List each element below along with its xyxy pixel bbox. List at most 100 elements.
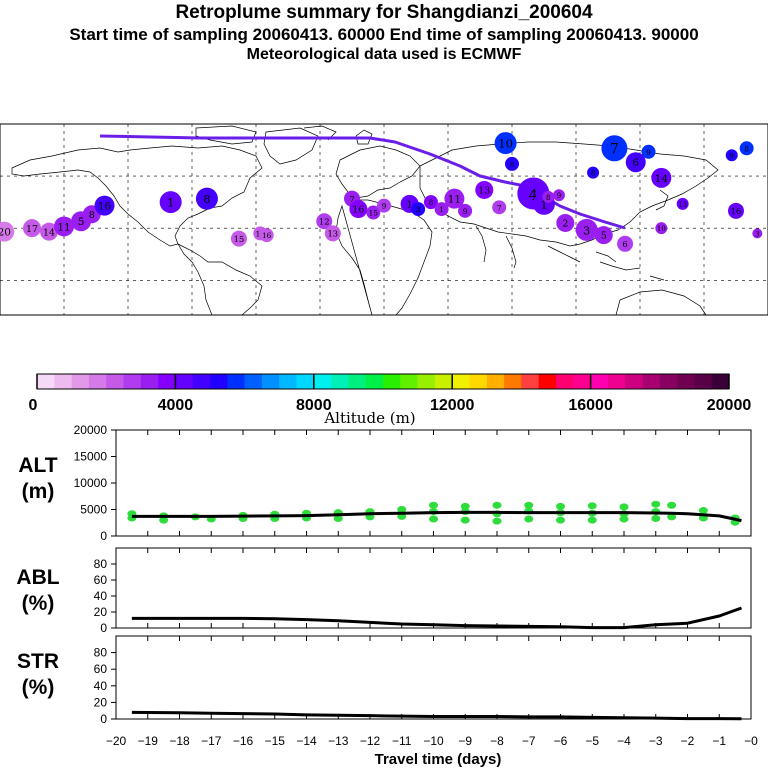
plume-marker xyxy=(411,202,426,217)
plume-marker xyxy=(739,141,754,156)
plume-marker-label: 11 xyxy=(448,194,461,206)
colorbar-swatch xyxy=(175,374,193,389)
y-tick-label: 80 xyxy=(94,646,108,660)
plume-marker xyxy=(625,152,646,173)
altitude-sample-point xyxy=(429,515,438,523)
x-tick-label: −13 xyxy=(328,734,349,748)
plume-marker-label: 6 xyxy=(632,157,639,169)
colorbar-swatch xyxy=(400,374,418,389)
world-map: 2017141158161815171612137161591381119137… xyxy=(0,123,768,316)
panel-ylabel: ALT xyxy=(18,454,57,477)
panel-0: 20000 15000 10000 5000 0 ALT (m) xyxy=(18,423,752,543)
colorbar-swatch xyxy=(158,374,176,389)
plume-marker-label: 7 xyxy=(497,203,502,212)
colorbar-swatch xyxy=(573,374,591,389)
colorbar-swatch xyxy=(54,374,72,389)
colorbar-swatch xyxy=(556,374,574,389)
colorbar-tick-label: 4000 xyxy=(158,397,194,414)
plume-marker-label: 1 xyxy=(407,199,413,210)
plume-marker-label: 15 xyxy=(234,234,245,244)
altitude-sample-point xyxy=(619,515,629,523)
plume-marker-label: 16 xyxy=(352,205,364,216)
altitude-sample-point xyxy=(492,501,502,509)
colorbar-tick-label: 8000 xyxy=(296,397,332,414)
series-line xyxy=(131,606,742,630)
panel-frame xyxy=(115,547,752,629)
colorbar-swatch xyxy=(71,374,90,389)
plume-marker xyxy=(492,200,507,215)
x-tick-label: −17 xyxy=(201,734,222,748)
colorbar-swatch xyxy=(296,374,315,389)
y-tick-label: 60 xyxy=(94,662,108,676)
plume-marker-label: 16 xyxy=(98,201,112,213)
plume-marker-label: 9 xyxy=(646,148,651,157)
colorbar-swatch xyxy=(279,374,297,389)
y-tick-label: 10000 xyxy=(74,476,108,490)
plume-marker xyxy=(651,167,672,188)
colorbar-swatch xyxy=(123,374,142,389)
plume-marker-label: 8 xyxy=(744,144,749,153)
colorbar-swatch xyxy=(642,374,661,389)
plume-marker xyxy=(259,228,274,243)
x-tick-label: −15 xyxy=(265,734,286,748)
colorbar-swatch xyxy=(677,374,695,389)
y-tick-label: 80 xyxy=(94,557,108,571)
plume-marker-label: 2 xyxy=(562,219,568,230)
plume-marker xyxy=(434,202,449,217)
plume-marker xyxy=(0,221,15,242)
plume-marker xyxy=(366,205,381,220)
plume-marker-label: 13 xyxy=(678,201,687,209)
colorbar-swatch xyxy=(192,374,211,389)
plume-marker xyxy=(676,197,689,210)
y-tick-label: 0 xyxy=(100,529,107,543)
x-tick-label: −9 xyxy=(458,734,472,748)
plume-marker-label: 7 xyxy=(610,142,619,158)
colorbar-swatch xyxy=(227,374,245,389)
altitude-sample-point xyxy=(524,515,534,523)
plume-marker-label: 14 xyxy=(655,173,669,185)
colorbar-tick-label: 20000 xyxy=(707,397,752,414)
plume-marker xyxy=(377,198,391,213)
plume-marker xyxy=(159,191,182,214)
plume-marker xyxy=(54,216,74,237)
altitude-colorbar: 0 4000 8000 12000 16000 20000 Altitude (m) xyxy=(29,373,752,427)
x-tick-label: −18 xyxy=(169,734,190,748)
altitude-sample-point xyxy=(397,506,407,513)
x-tick-label: −4 xyxy=(617,734,631,748)
plume-marker-label: 5 xyxy=(601,231,607,242)
colorbar-swatch xyxy=(452,374,470,389)
colorbar-swatch xyxy=(590,374,609,389)
met-data-subtitle: Meteorological data used is ECMWF xyxy=(246,46,522,63)
colorbar-swatch xyxy=(538,374,557,389)
chart-title: Retroplume summary for Shangdianzi_20060… xyxy=(175,2,593,23)
series-line xyxy=(131,510,742,523)
plume-marker xyxy=(324,225,341,242)
plume-marker xyxy=(230,230,247,247)
y-tick-label: 5000 xyxy=(80,503,107,517)
x-tick-label: −3 xyxy=(649,734,663,748)
colorbar-tick-label: 12000 xyxy=(430,397,475,414)
plume-marker xyxy=(94,195,115,216)
plume-marker xyxy=(601,135,628,162)
plume-marker xyxy=(349,200,368,219)
plume-marker-label: 1 xyxy=(540,197,547,211)
plume-marker xyxy=(556,213,575,232)
plume-marker-label: 10 xyxy=(498,137,513,151)
plume-marker-label: 15 xyxy=(369,209,379,218)
x-tick-label: −16 xyxy=(233,734,254,748)
plume-marker xyxy=(423,195,438,210)
altitude-sample-point xyxy=(619,503,629,511)
y-tick-label: 60 xyxy=(94,573,108,587)
panel-ylabel: (m) xyxy=(22,480,55,503)
x-tick-label: −19 xyxy=(138,734,159,748)
plume-marker-label: 9 xyxy=(729,152,733,160)
plume-marker-label: 7 xyxy=(349,194,354,204)
y-tick-label: 15000 xyxy=(74,450,108,464)
plume-marker xyxy=(444,188,465,209)
plume-marker-label: 16 xyxy=(731,206,742,216)
colorbar-swatch xyxy=(140,374,159,389)
plume-track-line xyxy=(99,134,626,230)
colorbar-tick-label: 0 xyxy=(29,397,38,414)
plume-marker-label: 13 xyxy=(478,186,490,197)
